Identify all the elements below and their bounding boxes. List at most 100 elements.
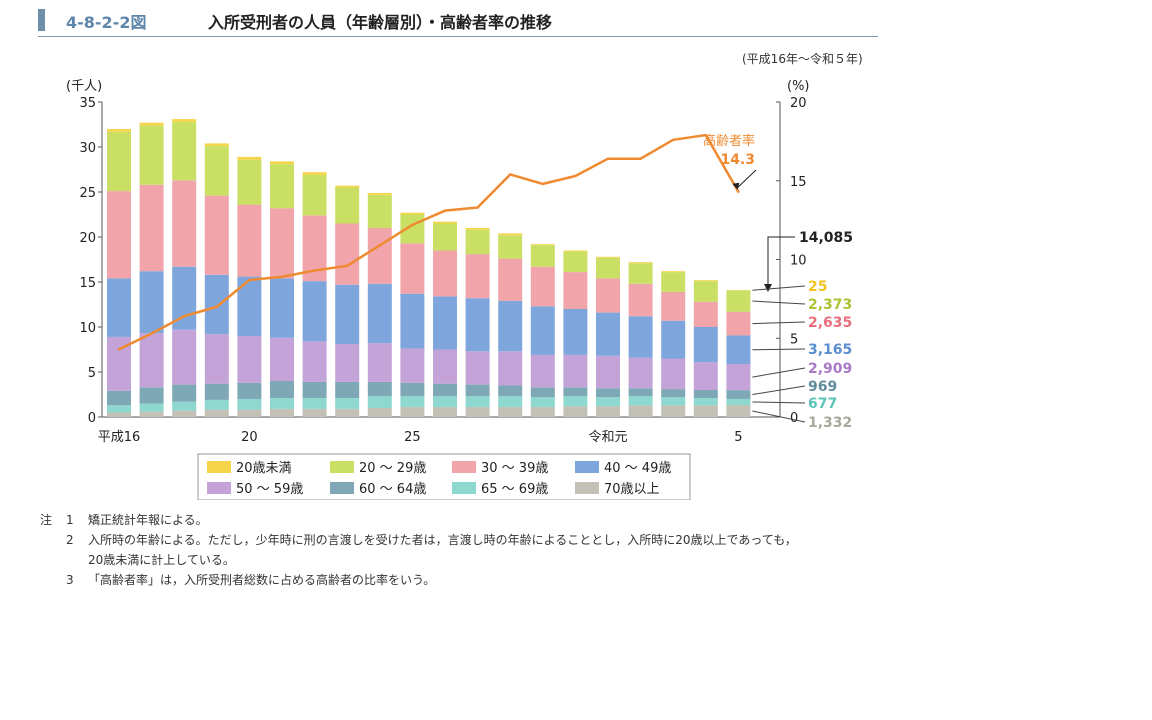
note-2-continued: 20歳未満に計上している。	[40, 550, 797, 570]
bar-segment	[530, 245, 555, 267]
y-right-tick-label: 15	[790, 175, 807, 190]
bar-segment	[172, 329, 197, 385]
y-left-axis-label: (千人)	[66, 79, 102, 94]
bar-segment	[302, 408, 327, 417]
bar-segment	[465, 254, 490, 299]
bar-segment	[139, 271, 164, 334]
bar-segment	[465, 407, 490, 417]
legend-box	[197, 453, 691, 500]
bar-segment	[530, 407, 555, 417]
legend-label: 65 〜 69歳	[481, 482, 548, 497]
line-value-label: 14.3	[720, 152, 755, 168]
bar-segment	[367, 192, 392, 195]
segment-value-label: 677	[808, 396, 837, 412]
bar-segment	[237, 159, 262, 205]
legend-swatch	[575, 482, 599, 494]
legend-label: 20 〜 29歳	[359, 461, 426, 476]
bar-segment	[563, 354, 588, 388]
bar-segment	[530, 244, 555, 246]
bar-segment	[204, 409, 229, 417]
line-point	[378, 244, 381, 247]
bar-segment	[726, 405, 751, 417]
y-left-tick-label: 10	[79, 321, 96, 336]
bar-segment	[596, 256, 620, 258]
bar-segment	[107, 390, 131, 406]
segment-value-label: 1,332	[808, 415, 852, 431]
bar-segment	[107, 131, 131, 192]
figure-header: 4-8-2-2図 入所受刑者の人員（年齢層別）・高齢者率の推移	[38, 6, 878, 37]
bar-segment	[498, 258, 523, 301]
bar-segment	[204, 143, 229, 147]
bar-segment	[563, 251, 588, 273]
figure-title: 入所受刑者の人員（年齢層別）・高齢者率の推移	[208, 13, 553, 32]
bar-segment	[596, 397, 620, 407]
bar-segment	[335, 344, 360, 382]
bar-segment	[661, 271, 686, 273]
bar-segment	[400, 212, 425, 215]
bar-segment	[433, 296, 457, 350]
bar-segment	[270, 161, 294, 165]
bar-segment	[237, 382, 262, 399]
bar-segment	[465, 228, 490, 230]
bar-segment	[530, 306, 555, 355]
bar-segment	[302, 281, 327, 342]
y-left-tick-label: 30	[79, 141, 96, 156]
note-number: 1	[66, 513, 74, 527]
line-point	[476, 206, 479, 209]
bar-segment	[139, 403, 164, 412]
bar-segment	[270, 381, 294, 399]
note-text: 20歳未満に計上している。	[88, 553, 235, 567]
bar-segment	[335, 398, 360, 409]
x-tick-label: 25	[404, 430, 421, 445]
bar-segment	[498, 407, 523, 417]
y-left-tick-label: 15	[79, 276, 96, 291]
legend-swatch	[207, 461, 231, 473]
bar-segment	[367, 381, 392, 397]
bar-segment	[172, 180, 197, 267]
bar-segment	[204, 383, 229, 400]
bar-segment	[400, 396, 425, 408]
stacked-bar-chart: 0 5 10 15 20 25 30 35 (千人) 0 5 10 15 20 (%) 平成16 20 25 令和元…	[66, 79, 853, 500]
bar-segment	[563, 250, 588, 252]
bar-segment	[172, 384, 197, 402]
total-arrowhead	[764, 284, 772, 292]
bar-segment	[693, 362, 718, 390]
bar-segment	[693, 327, 718, 363]
bar-segment	[139, 411, 164, 417]
line-point	[509, 173, 512, 176]
segment-value-label: 2,373	[808, 297, 852, 313]
line-point	[346, 264, 349, 267]
bar-segment	[596, 257, 620, 279]
segment-leader	[752, 367, 806, 378]
bar-segment	[465, 298, 490, 352]
legend-label: 70歳以上	[604, 482, 660, 497]
bar-segment	[172, 410, 197, 417]
bar-segment	[400, 243, 425, 294]
bar-segment	[139, 333, 164, 388]
segment-value-label: 969	[808, 379, 837, 395]
bar-segment	[335, 187, 360, 224]
y-left-tick-label: 20	[79, 231, 96, 246]
bar-segment	[693, 398, 718, 406]
bar-segment	[693, 390, 718, 399]
segment-value-label: 3,165	[808, 342, 852, 358]
line-point	[443, 209, 447, 212]
y-right-axis-label: (%)	[787, 79, 810, 94]
y-left-tick-label: 25	[79, 186, 96, 201]
bar-segment	[400, 407, 425, 417]
bar-segment	[465, 384, 490, 397]
x-tick-label: 5	[734, 430, 742, 445]
bar-segment	[139, 125, 164, 185]
line-point	[541, 182, 544, 186]
bar-segment	[237, 336, 262, 383]
bar-segment	[270, 278, 294, 338]
line-value-leader	[737, 169, 757, 189]
bar-segment	[107, 412, 131, 417]
bar-segment	[530, 266, 555, 307]
bar-segment	[433, 349, 457, 384]
segment-leader	[752, 385, 806, 396]
bar-segment	[433, 250, 457, 297]
bar-segment	[139, 184, 164, 272]
bar-segment	[498, 300, 523, 352]
bar-segment	[433, 223, 457, 251]
